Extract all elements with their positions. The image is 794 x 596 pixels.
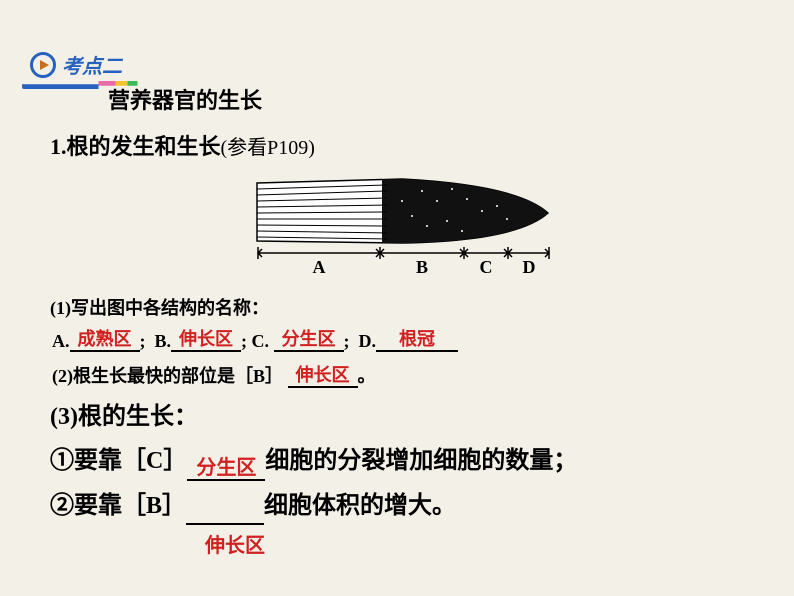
sub3-l1-answer: 分生区 xyxy=(187,457,265,481)
q1-ref: (参看P109) xyxy=(221,137,315,159)
sub3-line1: ①要靠［C］分生区细胞的分裂增加细胞的数量； xyxy=(50,442,754,480)
kd-label: 考点二 xyxy=(62,50,122,79)
sub2-answer: 伸长区 xyxy=(288,366,358,388)
a-prefix: A. xyxy=(52,331,70,351)
arrow-circle-icon xyxy=(30,52,56,78)
sub2-before: (2)根生长最快的部位是［B］ xyxy=(52,366,283,386)
c-answer: 分生区 xyxy=(274,330,344,352)
q1-text: 根的发生和生长 xyxy=(67,134,221,159)
a-suffix: ; xyxy=(140,331,146,351)
sub3-l2-answer: 伸长区 xyxy=(205,529,754,558)
sub1-answers: A.成熟区; B.伸长区; C. 分生区; D.根冠 xyxy=(52,330,754,352)
c-suffix: ; xyxy=(344,331,350,351)
section-header: 考点二 xyxy=(30,50,754,79)
b-answer: 伸长区 xyxy=(171,330,241,352)
diagram-label-d: D xyxy=(523,257,536,275)
q1-prefix: 1. xyxy=(50,134,67,159)
diagram-label-b: B xyxy=(416,257,428,275)
sub3-l1-before: ①要靠［C］ xyxy=(50,448,187,474)
b-suffix: ; xyxy=(241,331,247,351)
diagram-label-a: A xyxy=(313,257,326,275)
sub3-l2-before: ②要靠［B］ xyxy=(50,493,186,519)
sub2-line: (2)根生长最快的部位是［B］ 伸长区。 xyxy=(52,362,754,388)
a-answer: 成熟区 xyxy=(70,330,140,352)
section-subtitle: 营养器官的生长 xyxy=(108,83,754,115)
root-diagram: A B C D xyxy=(50,171,754,280)
sub3-line2: ②要靠［B］ 细胞体积的增大。 xyxy=(50,487,754,525)
d-prefix: D. xyxy=(359,331,377,351)
sub3-title: (3)根的生长： xyxy=(50,398,754,436)
sub3-l2-after: 细胞体积的增大。 xyxy=(264,493,456,519)
sub2-after: 。 xyxy=(358,366,376,386)
sub3-l1-after: 细胞的分裂增加细胞的数量； xyxy=(265,448,577,474)
diagram-label-c: C xyxy=(480,257,493,275)
question-1-title: 1.根的发生和生长(参看P109) xyxy=(50,129,754,161)
sub1-prompt: (1)写出图中各结构的名称： xyxy=(50,294,754,320)
b-prefix: B. xyxy=(155,331,172,351)
c-prefix: C. xyxy=(252,331,270,351)
d-answer: 根冠 xyxy=(376,330,458,352)
sub3-l2-blank xyxy=(186,500,264,525)
root-tip-svg: A B C D xyxy=(252,171,552,275)
